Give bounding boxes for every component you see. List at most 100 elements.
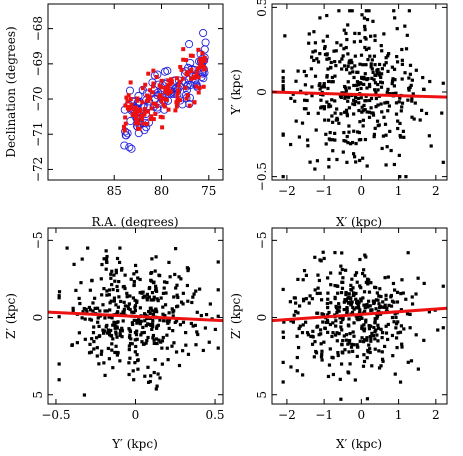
data-point-square: [97, 324, 101, 328]
data-point-square: [410, 97, 414, 101]
data-point-square: [406, 360, 410, 364]
data-point-square: [141, 121, 146, 126]
data-point-square: [114, 332, 118, 336]
data-point-square: [127, 372, 131, 377]
data-point-square: [128, 294, 132, 298]
data-point-square: [144, 324, 148, 328]
data-point-square: [136, 367, 140, 371]
data-point-square: [151, 312, 156, 317]
data-point-square: [441, 81, 445, 85]
data-point-square: [145, 296, 149, 300]
panel-2-ticks: −2 −1 0 1 2 −0.5 0 0.5: [255, 0, 447, 198]
data-point-square: [166, 85, 171, 90]
data-point-square: [335, 284, 339, 288]
data-point-square: [347, 350, 351, 354]
data-point-square: [372, 54, 377, 58]
data-point-square: [201, 84, 206, 89]
data-point-square: [171, 314, 175, 318]
data-point-square: [404, 175, 408, 179]
data-point-square: [357, 311, 362, 315]
data-point-square: [109, 299, 113, 303]
data-point-square: [380, 336, 384, 340]
data-point-circle: [182, 82, 191, 91]
data-point-square: [170, 344, 174, 348]
data-point-square: [195, 66, 200, 71]
data-point-square: [354, 99, 358, 104]
data-point-square: [372, 78, 376, 82]
data-point-square: [343, 348, 347, 352]
panel-2-y-axis-label: Y′ (kpc): [229, 69, 243, 116]
data-point-square: [319, 98, 323, 102]
data-point-square: [400, 345, 404, 349]
data-point-square: [123, 115, 128, 120]
data-point-square: [341, 339, 345, 343]
data-point-square: [313, 167, 317, 171]
data-point-square: [336, 353, 340, 358]
data-point-square: [408, 312, 412, 317]
data-point-square: [111, 337, 115, 341]
data-point-square: [289, 96, 293, 101]
data-point-square: [366, 305, 370, 309]
data-point-square: [162, 286, 166, 290]
data-point-square: [373, 81, 378, 85]
data-point-square: [148, 311, 152, 316]
panel-1-x-axis-label: R.A. (degrees): [91, 215, 178, 229]
data-point-square: [382, 63, 387, 67]
data-point-square: [175, 90, 180, 95]
data-point-square: [338, 316, 342, 320]
data-point-square: [363, 28, 367, 32]
data-point-square: [201, 67, 206, 72]
data-point-square: [92, 347, 96, 351]
data-point-square: [97, 334, 101, 339]
data-point-square: [152, 370, 156, 375]
data-point-square: [111, 323, 115, 327]
data-point-square: [87, 305, 92, 310]
data-point-square: [357, 31, 361, 36]
panel-3-y-axis-label: Z′ (kpc): [4, 293, 18, 339]
data-point-square: [363, 309, 367, 314]
data-point-square: [208, 302, 212, 306]
data-point-square: [138, 291, 142, 295]
data-point-circle: [127, 144, 136, 153]
data-point-square: [393, 372, 397, 376]
data-point-square: [171, 310, 175, 314]
data-point-square: [148, 322, 152, 326]
data-point-square: [148, 379, 152, 384]
data-point-square: [295, 334, 299, 338]
data-point-square: [395, 290, 400, 294]
data-point-square: [150, 298, 154, 302]
data-point-square: [118, 246, 122, 250]
data-point-square: [378, 73, 382, 77]
data-point-square: [337, 302, 341, 306]
data-point-square: [376, 339, 380, 343]
data-point-square: [343, 64, 347, 68]
data-point-square: [117, 279, 121, 284]
data-point-square: [371, 70, 375, 74]
data-point-square: [331, 331, 335, 335]
data-point-square: [379, 80, 383, 84]
data-point-square: [137, 126, 142, 131]
data-point-square: [196, 75, 201, 80]
data-point-square: [344, 45, 348, 50]
panel-3-x-axis-label: Y′ (kpc): [111, 437, 158, 451]
data-point-square: [152, 341, 156, 346]
data-point-square: [362, 82, 366, 87]
data-point-square: [140, 100, 145, 105]
data-point-square: [341, 318, 345, 322]
data-point-square: [147, 94, 152, 99]
panel-3-marks: [57, 246, 220, 397]
data-point-square: [376, 124, 380, 128]
data-point-square: [353, 102, 357, 107]
data-point-square: [57, 362, 61, 366]
data-point-square: [350, 342, 354, 347]
data-point-square: [105, 289, 109, 293]
data-point-square: [294, 79, 298, 83]
data-point-square: [107, 288, 112, 292]
data-point-square: [368, 54, 372, 58]
data-point-square: [384, 163, 388, 167]
data-point-square: [397, 100, 401, 104]
data-point-square: [362, 290, 367, 294]
data-point-square: [311, 50, 315, 54]
data-point-square: [416, 367, 420, 371]
data-point-square: [355, 280, 359, 284]
